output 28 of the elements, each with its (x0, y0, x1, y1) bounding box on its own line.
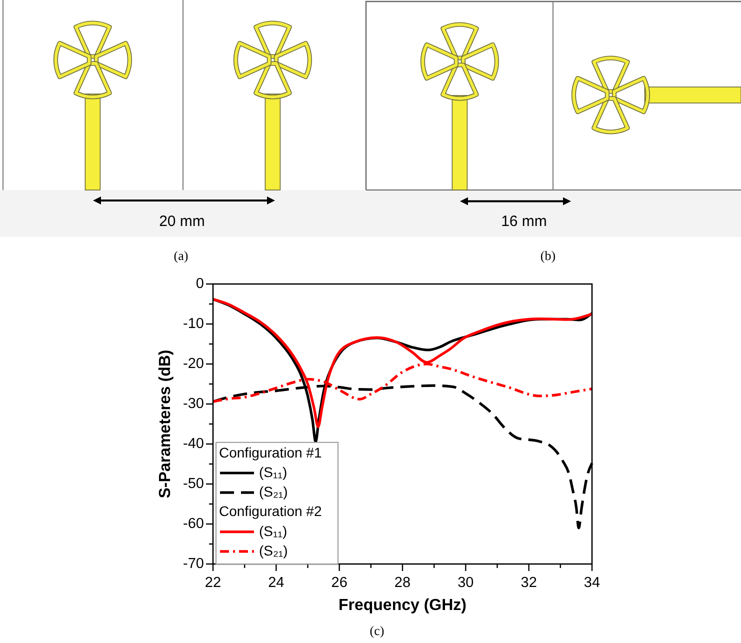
legend-label: (S₁₁) (259, 522, 288, 539)
x-tick-label: 22 (204, 574, 222, 591)
legend-label: (S₂₁) (259, 542, 288, 558)
x-axis-title: Frequency (GHz) (338, 597, 467, 614)
y-tick-label: -30 (183, 396, 204, 412)
text: (a) (174, 248, 188, 263)
x-tick-label: 24 (268, 574, 284, 591)
text: (b) (540, 248, 556, 263)
legend-label: (S₁₁) (259, 464, 288, 480)
y-axis-title: S-Parameteres (dB) (157, 350, 174, 498)
x-tick-label: 32 (520, 574, 537, 591)
annotation: Configuration #2 (219, 502, 322, 519)
x-tick-label: 34 (584, 574, 600, 591)
x-tick-label: 28 (394, 574, 411, 591)
text: (c) (370, 622, 384, 638)
y-tick-label: -50 (183, 476, 204, 492)
y-tick-label: -10 (183, 316, 204, 332)
x-tick-label: 26 (331, 574, 348, 591)
annotation: Configuration #1 (219, 444, 322, 460)
y-tick-label: -70 (183, 556, 204, 572)
text: 16 mm (501, 212, 547, 230)
text: 20 mm (159, 212, 205, 230)
legend-label: (S₂₁) (259, 483, 288, 500)
y-tick-label: -40 (183, 436, 204, 452)
x-tick-label: 30 (458, 574, 474, 591)
y-tick-label: 0 (196, 276, 204, 292)
y-tick-label: -20 (183, 356, 204, 372)
y-tick-label: -60 (183, 516, 204, 532)
